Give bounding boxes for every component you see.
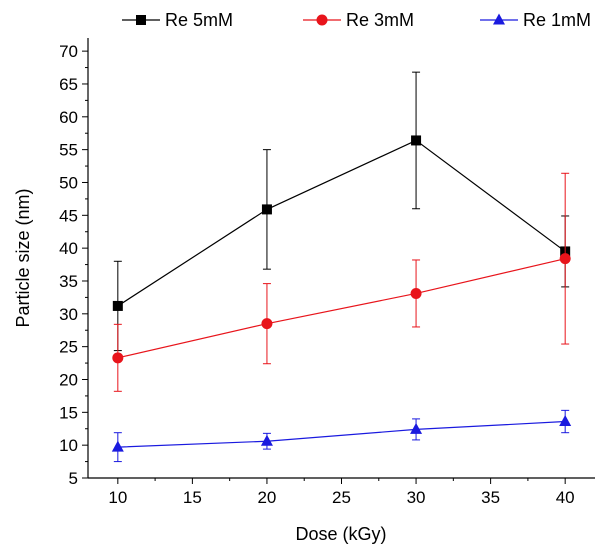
y-tick-label-50: 50	[59, 173, 78, 192]
x-tick-label-25: 25	[332, 488, 351, 507]
series-3	[111, 409, 572, 463]
series-line-1	[117, 139, 566, 307]
data-point	[411, 135, 422, 146]
x-tick-label-20: 20	[257, 488, 276, 507]
y-tick-label-35: 35	[59, 272, 78, 291]
y-axis-title: Particle size (nm)	[13, 188, 33, 327]
y-tick-label-60: 60	[59, 108, 78, 127]
chart-legend: Re 5mM Re 3mM Re 1mM	[122, 10, 591, 30]
x-tick-label-35: 35	[481, 488, 500, 507]
data-point	[559, 253, 571, 265]
y-tick-label-30: 30	[59, 305, 78, 324]
data-point	[261, 318, 273, 330]
y-tick-label-20: 20	[59, 370, 78, 389]
data-point	[410, 422, 423, 434]
legend-item-3: Re 1mM	[480, 10, 591, 30]
series-line-3	[117, 420, 566, 448]
y-tick-label-65: 65	[59, 75, 78, 94]
series-layer	[111, 71, 572, 463]
data-point	[410, 287, 422, 299]
y-tick-label-45: 45	[59, 206, 78, 225]
data-point	[260, 434, 273, 446]
data-point	[261, 204, 272, 215]
legend-label: Re 5mM	[165, 10, 233, 30]
legend-label: Re 1mM	[523, 10, 591, 30]
legend-item-1: Re 5mM	[122, 10, 233, 30]
y-tick-label-25: 25	[59, 338, 78, 357]
x-axis-ticks: 10 15 20 25 30 35 40	[108, 478, 575, 507]
y-tick-label-70: 70	[59, 42, 78, 61]
series-line-2	[117, 258, 566, 359]
x-tick-label-40: 40	[556, 488, 575, 507]
legend-item-2: Re 3mM	[303, 10, 414, 30]
legend-label: Re 3mM	[346, 10, 414, 30]
y-tick-label-5: 5	[69, 469, 78, 488]
y-tick-label-10: 10	[59, 436, 78, 455]
legend-marker	[136, 15, 146, 25]
plot-area: 5 10 15 20 25 30 35 40 45 50 55 60 65 70 10 15 20 25 30 35…	[59, 38, 595, 507]
y-tick-label-55: 55	[59, 141, 78, 160]
x-tick-label-15: 15	[183, 488, 202, 507]
legend-marker	[316, 14, 328, 26]
data-point	[111, 440, 124, 452]
y-axis-ticks: 5 10 15 20 25 30 35 40 45 50 55 60 65 70	[59, 42, 88, 488]
x-tick-label-30: 30	[407, 488, 426, 507]
x-tick-label-10: 10	[108, 488, 127, 507]
data-point	[559, 415, 572, 427]
y-tick-label-40: 40	[59, 239, 78, 258]
legend-marker	[493, 13, 505, 25]
data-point	[112, 300, 123, 311]
data-point	[112, 352, 124, 364]
x-axis-title: Dose (kGy)	[295, 524, 386, 544]
series-2	[112, 172, 571, 392]
y-tick-label-15: 15	[59, 403, 78, 422]
